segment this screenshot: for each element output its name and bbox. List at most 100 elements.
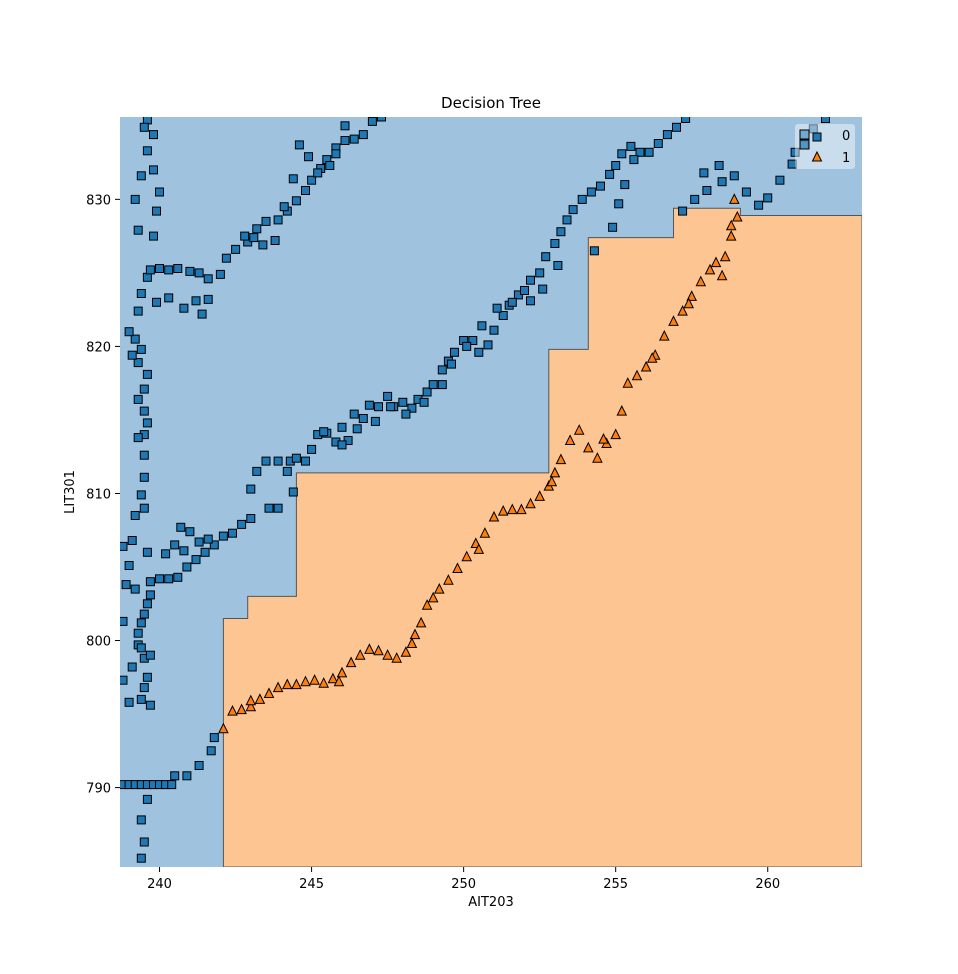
point-class-0 (337, 440, 347, 450)
point-class-0 (136, 853, 146, 863)
point-class-0 (176, 522, 186, 532)
point-class-0 (152, 206, 161, 216)
point-class-0 (313, 168, 323, 178)
point-class-1 (245, 694, 257, 706)
point-class-0 (377, 117, 386, 122)
point-class-1 (227, 704, 238, 716)
point-class-0 (340, 121, 350, 131)
point-class-0 (142, 146, 152, 156)
point-class-1 (473, 543, 485, 554)
point-class-0 (142, 272, 152, 282)
point-class-0 (139, 384, 149, 394)
point-class-0 (124, 327, 134, 337)
point-class-1 (525, 497, 536, 509)
x-axis: 240 245 250 255 260 (147, 867, 780, 892)
point-class-0 (586, 187, 596, 197)
point-class-0 (358, 414, 368, 423)
point-class-1 (677, 304, 688, 316)
point-class-0 (194, 268, 204, 278)
point-class-1 (668, 315, 679, 326)
point-class-0 (139, 683, 149, 693)
point-class-0 (170, 540, 180, 550)
point-class-0 (662, 130, 672, 140)
y-tick-label: 790 (86, 782, 111, 797)
point-class-0 (617, 149, 627, 159)
point-class-0 (130, 194, 140, 204)
point-class-0 (741, 187, 751, 197)
point-class-0 (550, 239, 560, 248)
point-class-0 (152, 297, 161, 307)
point-class-0 (127, 536, 137, 545)
point-class-0 (288, 174, 298, 184)
point-class-0 (261, 456, 271, 466)
point-class-0 (185, 527, 195, 537)
point-class-0 (124, 697, 134, 707)
point-class-0 (291, 196, 301, 206)
point-class-0 (142, 599, 152, 609)
point-class-0 (258, 240, 268, 250)
point-class-0 (249, 233, 259, 243)
point-class-0 (139, 609, 149, 619)
point-class-1 (433, 582, 445, 594)
point-class-0 (173, 572, 183, 582)
point-class-0 (370, 416, 380, 426)
point-class-1 (333, 675, 345, 687)
point-class-0 (437, 380, 447, 390)
point-class-1 (716, 269, 728, 281)
chart-title: Decision Tree (441, 94, 541, 112)
y-tick-label: 820 (86, 340, 111, 355)
point-class-0 (450, 347, 459, 357)
point-class-1 (731, 210, 743, 222)
point-class-0 (288, 487, 298, 497)
point-class-1 (382, 649, 393, 660)
point-class-0 (155, 574, 164, 584)
point-class-0 (714, 161, 724, 170)
point-class-0 (273, 215, 283, 225)
point-class-0 (136, 490, 146, 500)
point-class-0 (149, 231, 158, 241)
point-class-0 (483, 340, 493, 350)
y-tick-label: 800 (86, 635, 111, 650)
point-class-0 (145, 700, 155, 710)
point-class-0 (231, 244, 241, 254)
point-class-0 (136, 643, 146, 653)
point-class-1 (616, 404, 628, 416)
point-class-0 (155, 187, 164, 197)
x-tick-label: 250 (451, 877, 476, 892)
point-class-0 (754, 200, 764, 210)
point-class-0 (331, 149, 341, 159)
point-class-0 (194, 761, 204, 770)
point-class-1 (409, 628, 421, 640)
point-class-0 (492, 303, 502, 313)
point-class-0 (304, 152, 313, 162)
point-class-0 (319, 427, 329, 437)
x-axis-label: AIT203 (468, 895, 513, 910)
point-class-0 (130, 584, 140, 594)
point-class-0 (447, 359, 456, 369)
point-class-0 (422, 387, 432, 397)
point-class-0 (589, 246, 599, 256)
point-class-0 (136, 344, 146, 354)
legend-triangle-marker (811, 150, 823, 162)
point-class-1 (658, 329, 670, 341)
point-class-0 (252, 466, 262, 476)
point-class-0 (337, 422, 347, 432)
point-class-0 (139, 406, 149, 416)
point-class-0 (142, 369, 152, 379)
point-class-0 (130, 334, 140, 344)
point-class-0 (729, 171, 739, 181)
point-class-1 (549, 466, 561, 478)
point-class-0 (185, 266, 195, 276)
x-tick-label: 245 (299, 877, 324, 892)
point-class-0 (120, 541, 128, 551)
point-class-1 (695, 275, 707, 287)
point-class-0 (520, 286, 529, 295)
point-class-0 (611, 161, 621, 170)
point-class-0 (635, 147, 645, 157)
legend-square-marker-bg (799, 139, 810, 150)
point-class-1 (443, 574, 454, 585)
point-class-0 (145, 590, 155, 600)
point-class-1 (406, 637, 418, 648)
legend-label: 1 (842, 151, 850, 166)
point-class-1 (427, 591, 439, 603)
